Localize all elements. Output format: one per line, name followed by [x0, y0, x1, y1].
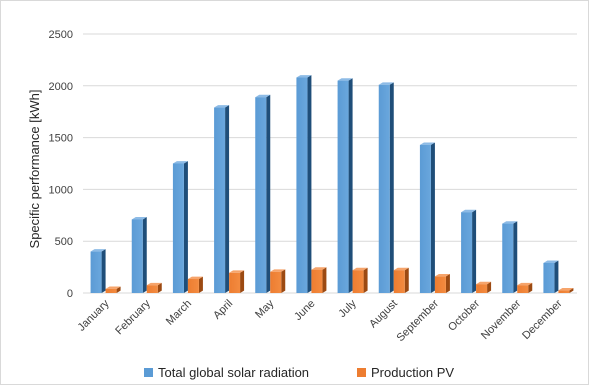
y-axis-label: Specific performance [kWh] [27, 90, 42, 249]
bar-front [173, 164, 184, 294]
bar-side [390, 82, 394, 293]
bar-front [517, 285, 528, 293]
bar-front [188, 279, 199, 293]
x-tick-label: August [367, 298, 400, 331]
y-tick-label: 1500 [49, 133, 73, 145]
bar-total-global-solar-radiation-october [461, 210, 476, 293]
y-tick-label: 500 [55, 236, 73, 248]
bar-total-global-solar-radiation-september [420, 142, 435, 293]
bar-production-pv-november [517, 283, 532, 293]
bar-front [91, 252, 102, 293]
bar-total-global-solar-radiation-march [173, 161, 188, 293]
x-tick-label: July [336, 297, 359, 320]
bar-production-pv-december [558, 288, 573, 293]
bar-front [502, 224, 513, 293]
x-tick-label: June [292, 298, 317, 323]
x-tick-label: October [446, 297, 482, 333]
bar-front [394, 270, 405, 293]
bar-front [338, 81, 349, 293]
x-tick-label: November [479, 297, 524, 342]
bar-side [322, 267, 326, 293]
bar-front [311, 270, 322, 293]
x-tick-label: February [113, 297, 153, 337]
bar-side [143, 217, 147, 293]
bar-side [405, 268, 409, 293]
bars [91, 75, 574, 293]
bar-side [240, 270, 244, 293]
bar-side [349, 78, 353, 293]
bar-front [214, 108, 225, 293]
bar-side [364, 268, 368, 293]
bar-total-global-solar-radiation-november [502, 221, 517, 293]
bar-production-pv-june [311, 267, 326, 293]
bar-total-global-solar-radiation-december [543, 261, 558, 293]
bar-total-global-solar-radiation-august [379, 82, 394, 293]
x-tick-label: March [164, 298, 194, 328]
bar-front [255, 97, 266, 293]
y-tick-label: 2000 [49, 81, 73, 93]
y-axis-ticks: 0 500 1000 1500 2000 2500 [49, 29, 73, 300]
bar-total-global-solar-radiation-june [296, 75, 311, 293]
bar-front [353, 270, 364, 293]
x-tick-label: April [211, 298, 235, 322]
bar-production-pv-july [353, 268, 368, 293]
bar-front [435, 276, 446, 293]
bar-side [554, 261, 558, 293]
bar-side [184, 161, 188, 293]
bar-front [296, 78, 307, 293]
x-tick-label: May [253, 297, 277, 321]
bar-front [229, 273, 240, 293]
bar-production-pv-april [229, 270, 244, 293]
bar-front [558, 290, 569, 293]
bar-front [147, 285, 158, 293]
bar-production-pv-august [394, 268, 409, 293]
y-tick-label: 1000 [49, 184, 73, 196]
bar-total-global-solar-radiation-january [91, 249, 106, 293]
x-tick-label: December [520, 297, 565, 342]
bar-front [106, 289, 117, 293]
bar-side [281, 269, 285, 293]
bar-production-pv-october [476, 282, 491, 293]
bar-front [270, 272, 281, 293]
bar-total-global-solar-radiation-july [338, 78, 353, 293]
bar-production-pv-september [435, 274, 450, 293]
legend-swatch-production-pv [357, 368, 366, 377]
bar-side [266, 95, 270, 293]
bar-front [379, 85, 390, 293]
legend-label-total-global-solar-radiation: Total global solar radiation [158, 365, 309, 380]
bar-front [132, 219, 143, 293]
bar-front [476, 284, 487, 293]
bar-production-pv-february [147, 283, 162, 293]
bar-side [225, 105, 229, 293]
bar-side [102, 249, 106, 293]
bar-production-pv-may [270, 269, 285, 293]
bar-front [420, 145, 431, 293]
bar-side [446, 274, 450, 293]
bar-side [307, 75, 311, 293]
x-tick-label: January [76, 297, 113, 334]
x-axis-ticks: January February March April May June July Augu… [76, 297, 565, 344]
y-tick-label: 0 [67, 288, 73, 300]
bar-total-global-solar-radiation-may [255, 95, 270, 293]
bar-total-global-solar-radiation-february [132, 217, 147, 293]
bar-front [461, 212, 472, 293]
x-tick-label: September [395, 297, 442, 344]
bar-side [199, 277, 203, 293]
bar-production-pv-march [188, 277, 203, 293]
legend: Total global solar radiation Production … [144, 365, 454, 380]
bar-front [543, 263, 554, 293]
legend-swatch-total-global-solar-radiation [144, 368, 153, 377]
y-tick-label: 2500 [49, 29, 73, 41]
bar-side [431, 142, 435, 293]
legend-label-production-pv: Production PV [371, 365, 454, 380]
bar-production-pv-january [106, 286, 121, 293]
bar-side [513, 221, 517, 293]
bar-total-global-solar-radiation-april [214, 105, 229, 293]
bar-side [472, 210, 476, 293]
